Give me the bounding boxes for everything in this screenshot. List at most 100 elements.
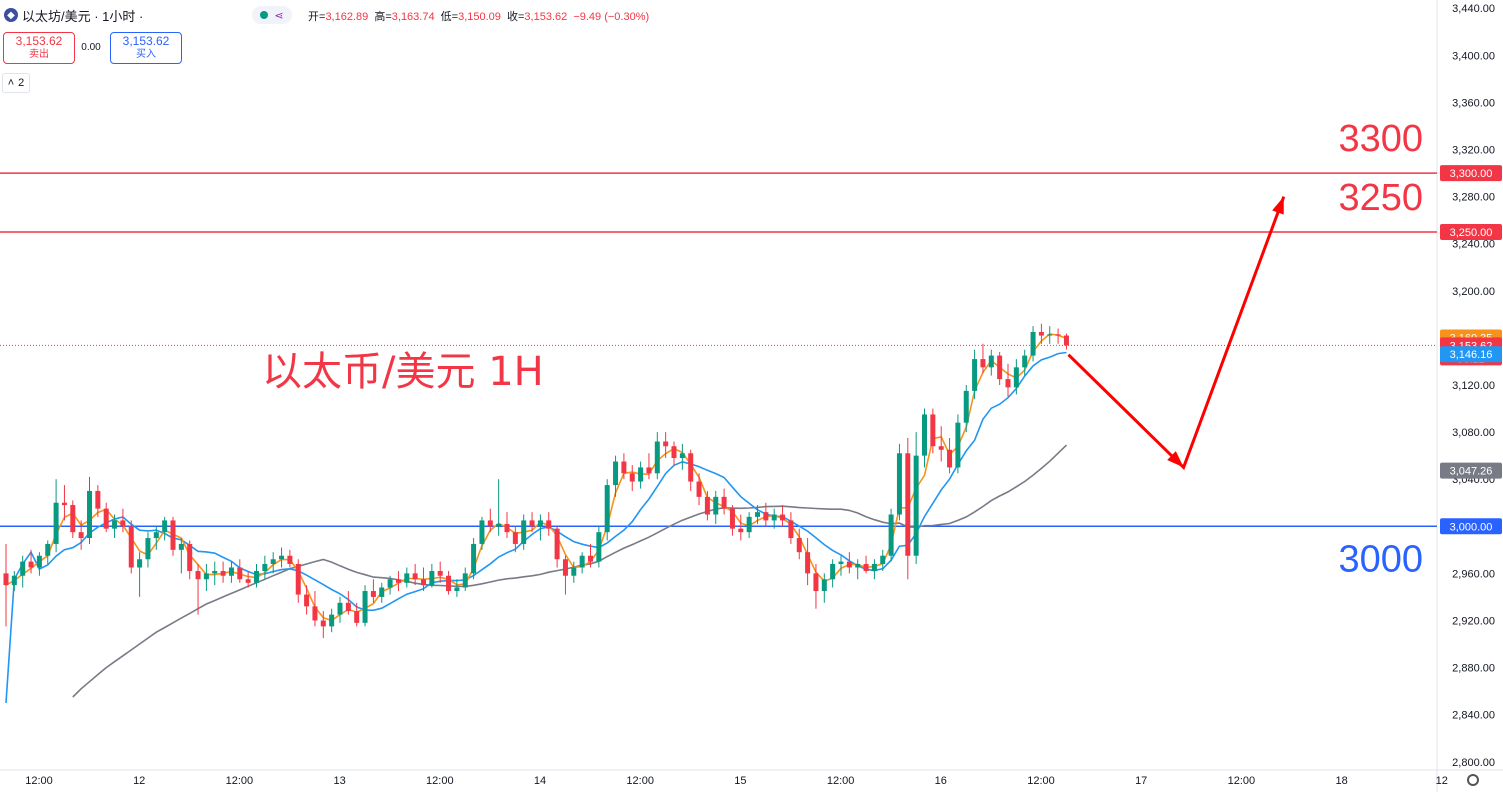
candle-body	[905, 453, 911, 556]
level-tag	[1440, 223, 1502, 240]
candle-body	[103, 508, 109, 529]
x-tick-label: 16	[935, 775, 947, 787]
candle-body	[688, 453, 694, 482]
x-tick-label: 12:00	[1228, 775, 1256, 787]
candle-body	[880, 555, 886, 564]
y-tick-label: 3,320.00	[1452, 145, 1495, 157]
candle-body	[237, 567, 243, 580]
price-tag	[1440, 346, 1502, 363]
share-icon: ⋖	[274, 9, 284, 22]
candle-body	[270, 559, 276, 564]
y-tick-label: 3,240.00	[1452, 239, 1495, 251]
candle-body	[279, 555, 285, 560]
candle-body	[871, 563, 877, 572]
candle-body	[537, 520, 543, 527]
candle-body	[980, 359, 986, 368]
candle-body	[128, 526, 134, 568]
candle-body	[412, 573, 418, 580]
candle-body	[228, 567, 234, 576]
candle-body	[896, 453, 902, 515]
ohlc-readout: 开=3,162.89 高=3,163.74 低=3,150.09 收=3,153…	[308, 11, 650, 23]
symbol-header[interactable]: ◆ 以太坊/美元 · 1小时 ·	[4, 6, 143, 24]
candle-body	[1038, 332, 1044, 336]
candle-body	[1063, 335, 1069, 346]
candle-body	[596, 532, 602, 562]
candle-body	[738, 528, 744, 533]
candle-body	[70, 505, 76, 533]
candle-body	[746, 516, 752, 533]
x-tick-label: 12	[133, 775, 145, 787]
candle-body	[262, 563, 268, 572]
candle-body	[312, 606, 318, 621]
level-tag-label: 3,000.00	[1450, 521, 1493, 533]
candle-body	[521, 520, 527, 544]
level-tag	[1440, 518, 1502, 535]
arrow-head-up	[1272, 196, 1284, 215]
indicators-collapse-button[interactable]: ˄ 2	[2, 73, 30, 93]
candle-body	[613, 461, 619, 486]
y-tick-label: 2,800.00	[1452, 757, 1495, 769]
candle-body	[571, 567, 577, 576]
candle-body	[838, 561, 844, 564]
x-tick-label: 15	[734, 775, 746, 787]
candle-body	[28, 561, 34, 568]
sell-button[interactable]: 3,153.62 卖出	[3, 32, 75, 64]
candle-body	[137, 559, 143, 568]
candle-body	[947, 449, 953, 468]
candle-body	[3, 573, 9, 586]
candle-body	[763, 512, 769, 521]
indicator-toggle[interactable]: ⋖	[252, 6, 292, 24]
candle-body	[220, 571, 226, 576]
candle-body	[579, 555, 585, 568]
candle-body	[170, 520, 176, 550]
candle-body	[972, 359, 978, 391]
candle-body	[36, 555, 42, 568]
candle-body	[45, 543, 51, 556]
y-tick-label: 3,360.00	[1452, 97, 1495, 109]
candle-body	[120, 520, 126, 527]
candle-body	[20, 561, 26, 576]
candle-body	[663, 441, 669, 447]
y-tick-label: 3,200.00	[1452, 286, 1495, 298]
candle-body	[721, 496, 727, 509]
x-tick-label: 12	[1436, 775, 1448, 787]
candle-body	[930, 414, 936, 447]
sell-price: 3,153.62	[15, 34, 63, 48]
candle-body	[446, 575, 452, 592]
candle-body	[504, 523, 510, 533]
candle-body	[345, 602, 351, 612]
candle-body	[1055, 334, 1061, 336]
candle-body	[53, 502, 59, 544]
candle-body	[203, 573, 209, 580]
ethereum-icon: ◆	[4, 8, 18, 22]
candle-body	[437, 571, 443, 576]
settings-icon[interactable]	[1467, 774, 1479, 786]
candle-body	[997, 355, 1003, 380]
candle-body	[922, 414, 927, 456]
chart-title: 以太币/美元 1H	[262, 349, 544, 395]
y-tick-label: 2,960.00	[1452, 568, 1495, 580]
candle-body	[1005, 379, 1011, 388]
indicator-count: 2	[18, 77, 25, 89]
level-big-label: 3300	[1338, 118, 1423, 160]
x-tick-label: 12:00	[827, 775, 855, 787]
symbol-title: 以太坊/美元 · 1小时 ·	[22, 8, 144, 24]
candle-body	[938, 446, 944, 450]
y-tick-label: 3,120.00	[1452, 380, 1495, 392]
x-tick-label: 18	[1335, 775, 1347, 787]
candle-body	[429, 571, 435, 586]
candle-body	[788, 520, 794, 539]
price-tag	[1440, 462, 1502, 479]
candle-body	[195, 571, 201, 580]
candle-body	[713, 496, 719, 515]
candle-body	[629, 473, 635, 482]
candle-body	[487, 520, 493, 527]
candle-body	[329, 614, 335, 627]
candle-body	[704, 496, 710, 515]
x-tick-label: 12:00	[226, 775, 254, 787]
buy-button[interactable]: 3,153.62 买入	[110, 32, 182, 64]
x-tick-label: 12:00	[25, 775, 53, 787]
y-tick-label: 3,280.00	[1452, 192, 1495, 204]
candle-body	[813, 573, 819, 592]
